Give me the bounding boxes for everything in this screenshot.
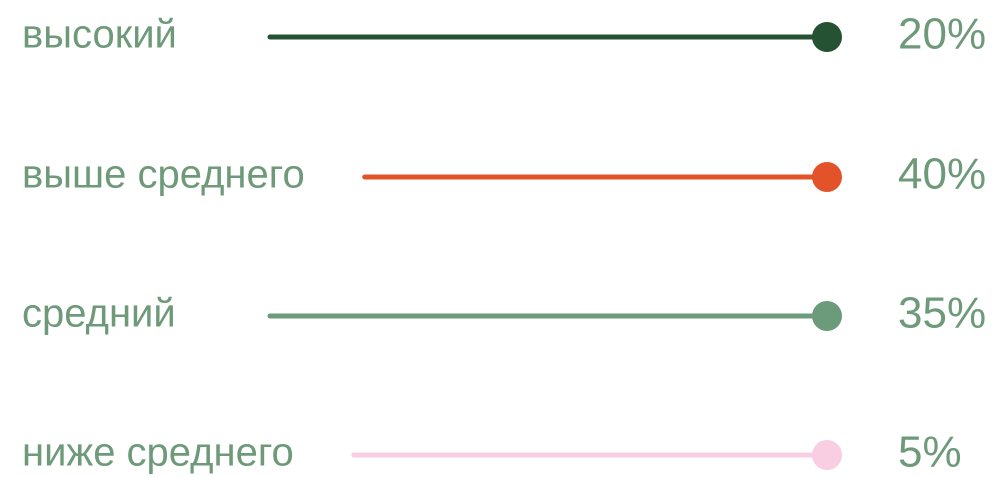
item-value: 35% xyxy=(898,289,986,338)
item-dot xyxy=(812,440,842,470)
item-label: средний xyxy=(22,292,176,336)
item-value: 40% xyxy=(898,150,986,199)
item-label: высокий xyxy=(22,13,177,57)
item-value: 20% xyxy=(898,10,986,59)
item-label: ниже среднего xyxy=(22,431,294,475)
item-dot xyxy=(812,162,842,192)
item-label: выше среднего xyxy=(22,153,305,197)
item-dot xyxy=(812,22,842,52)
item-dot xyxy=(812,301,842,331)
item-value: 5% xyxy=(898,428,962,477)
